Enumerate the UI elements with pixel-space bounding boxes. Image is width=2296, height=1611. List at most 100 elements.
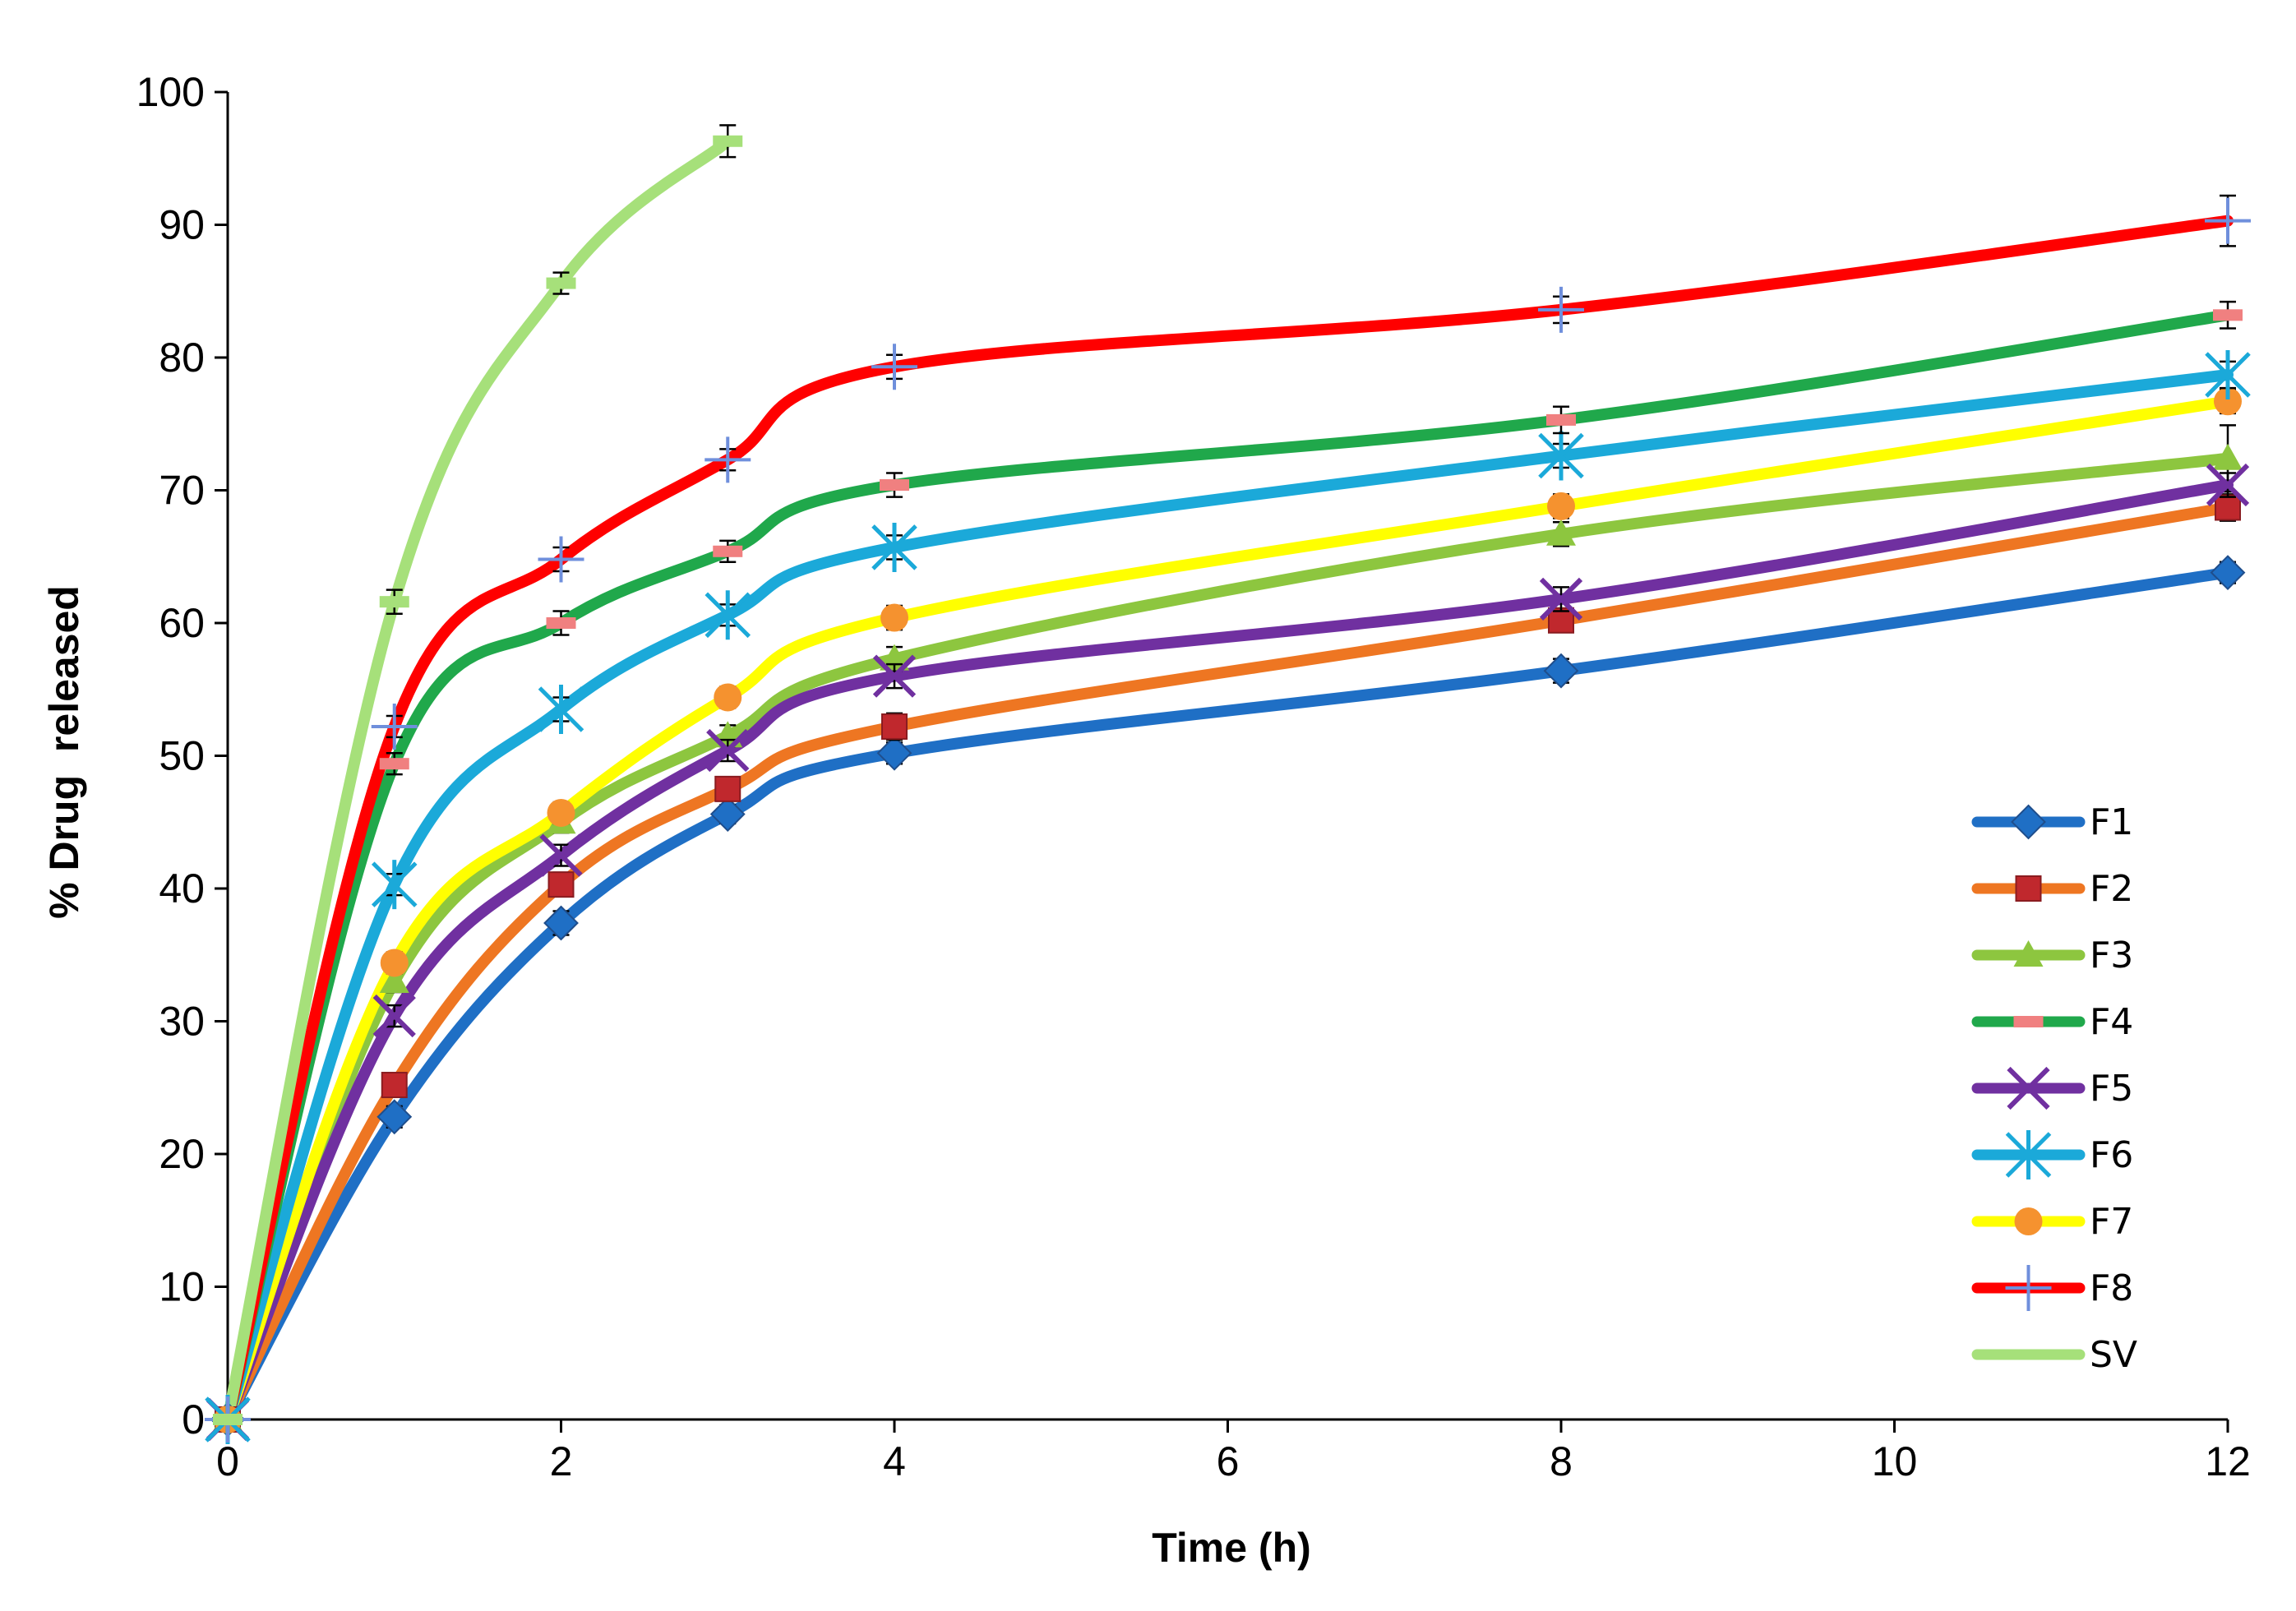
data-point-sv (546, 277, 576, 289)
data-point-f7 (2214, 387, 2242, 416)
data-point-sv (379, 596, 409, 608)
legend-label: F6 (2090, 1134, 2133, 1176)
data-point-f3 (1546, 519, 1576, 546)
data-point-f2 (381, 1072, 408, 1099)
data-point-f1 (709, 796, 746, 832)
data-point-f2 (2215, 494, 2241, 521)
x-tick-label: 4 (883, 1438, 906, 1484)
data-point-f6 (1538, 431, 1584, 481)
y-tick-label: 30 (159, 999, 205, 1045)
data-point-f6 (705, 590, 751, 640)
series-line-f3 (222, 452, 2234, 1425)
data-point-f7 (380, 949, 409, 977)
data-point-f8 (1538, 286, 1584, 333)
data-point-f1 (543, 905, 579, 941)
series-markers (205, 124, 2251, 1444)
data-point-f5 (1539, 577, 1583, 621)
legend-item-f6: F6 (1971, 1130, 2133, 1179)
legend-marker (2015, 875, 2042, 902)
legend-label: F3 (2090, 935, 2133, 976)
x-tick-label: 12 (2205, 1438, 2251, 1484)
data-point-f7 (547, 798, 575, 827)
data-point-f1 (377, 1099, 413, 1135)
y-tick-label: 70 (159, 468, 205, 514)
series-line-f7 (222, 395, 2234, 1425)
data-point-f3 (379, 967, 409, 994)
legend: F1 F2 F3 F4 F5 F6 F7 F8 SV (1971, 801, 2137, 1376)
data-point-f5 (2206, 463, 2250, 507)
data-point-f1 (876, 735, 912, 771)
legend-marker (2014, 1207, 2043, 1235)
data-point-f6 (2205, 349, 2251, 399)
y-tick-label: 20 (159, 1131, 205, 1177)
data-point-f4 (379, 758, 409, 770)
series-line-f1 (222, 566, 2234, 1425)
data-point-f5 (372, 994, 416, 1038)
legend-marker (2013, 940, 2044, 967)
legend-marker (2011, 804, 2046, 840)
data-point-f8 (2205, 197, 2251, 244)
data-point-f6 (371, 860, 418, 910)
data-point-f4 (1546, 413, 1576, 426)
x-tick-label: 10 (1872, 1438, 1918, 1484)
x-tick-label: 0 (216, 1438, 239, 1484)
legend-label: F5 (2090, 1068, 2133, 1110)
legend-item-f1: F1 (1971, 801, 2133, 843)
legend-marker (2005, 1130, 2052, 1179)
data-point-f4 (880, 479, 909, 492)
legend-item-f2: F2 (1971, 868, 2133, 910)
data-point-f5 (706, 728, 750, 773)
series-line-f4 (222, 309, 2234, 1425)
legend-item-f5: F5 (1971, 1066, 2133, 1110)
data-point-f6 (871, 522, 917, 572)
legend-label: F8 (2090, 1267, 2133, 1309)
series-lines (222, 135, 2234, 1425)
data-point-f4 (713, 545, 743, 557)
legend-item-f7: F7 (1971, 1201, 2133, 1243)
legend-item-f4: F4 (1971, 1001, 2133, 1043)
data-point-f8 (538, 536, 584, 583)
x-tick-label: 2 (550, 1438, 573, 1484)
legend-item-sv: SV (1971, 1334, 2137, 1376)
data-point-f1 (2210, 555, 2246, 591)
data-point-f7 (1547, 492, 1575, 520)
y-axis-title: % Drug released (41, 585, 87, 919)
data-point-sv (713, 135, 743, 147)
y-tick-label: 40 (159, 866, 205, 912)
legend-label: F7 (2090, 1201, 2133, 1243)
legend-marker (2005, 1265, 2052, 1311)
data-point-f7 (880, 603, 908, 632)
data-point-f2 (547, 871, 575, 898)
data-point-f4 (2213, 309, 2243, 321)
data-point-f5 (539, 833, 583, 877)
data-point-f4 (546, 617, 576, 629)
legend-label: SV (2090, 1334, 2137, 1376)
x-tick-label: 6 (1217, 1438, 1240, 1484)
legend-item-f3: F3 (1971, 935, 2133, 976)
data-point-f3 (2213, 443, 2243, 470)
series-line-f8 (222, 215, 2234, 1425)
data-point-f7 (714, 683, 742, 712)
series-line-f2 (222, 501, 2234, 1425)
y-tick-label: 90 (159, 202, 205, 248)
data-point-f2 (1548, 607, 1574, 634)
data-point-f8 (871, 344, 917, 390)
data-point-sv (213, 1414, 243, 1425)
data-point-f8 (371, 703, 418, 750)
x-tick-label: 8 (1550, 1438, 1573, 1484)
data-point-f2 (881, 713, 908, 740)
y-tick-label: 60 (159, 600, 205, 646)
y-tick-label: 100 (136, 69, 205, 115)
y-tick-label: 80 (159, 335, 205, 381)
x-axis-title: Time (h) (1152, 1525, 1311, 1571)
data-point-f1 (1543, 653, 1579, 689)
series-line-f6 (222, 368, 2234, 1425)
legend-item-f8: F8 (1971, 1265, 2133, 1311)
data-point-f8 (705, 436, 751, 483)
data-point-f6 (538, 684, 584, 734)
y-tick-label: 10 (159, 1264, 205, 1310)
data-point-f2 (714, 775, 741, 802)
data-point-f5 (872, 654, 917, 698)
series-line-sv (222, 135, 734, 1425)
